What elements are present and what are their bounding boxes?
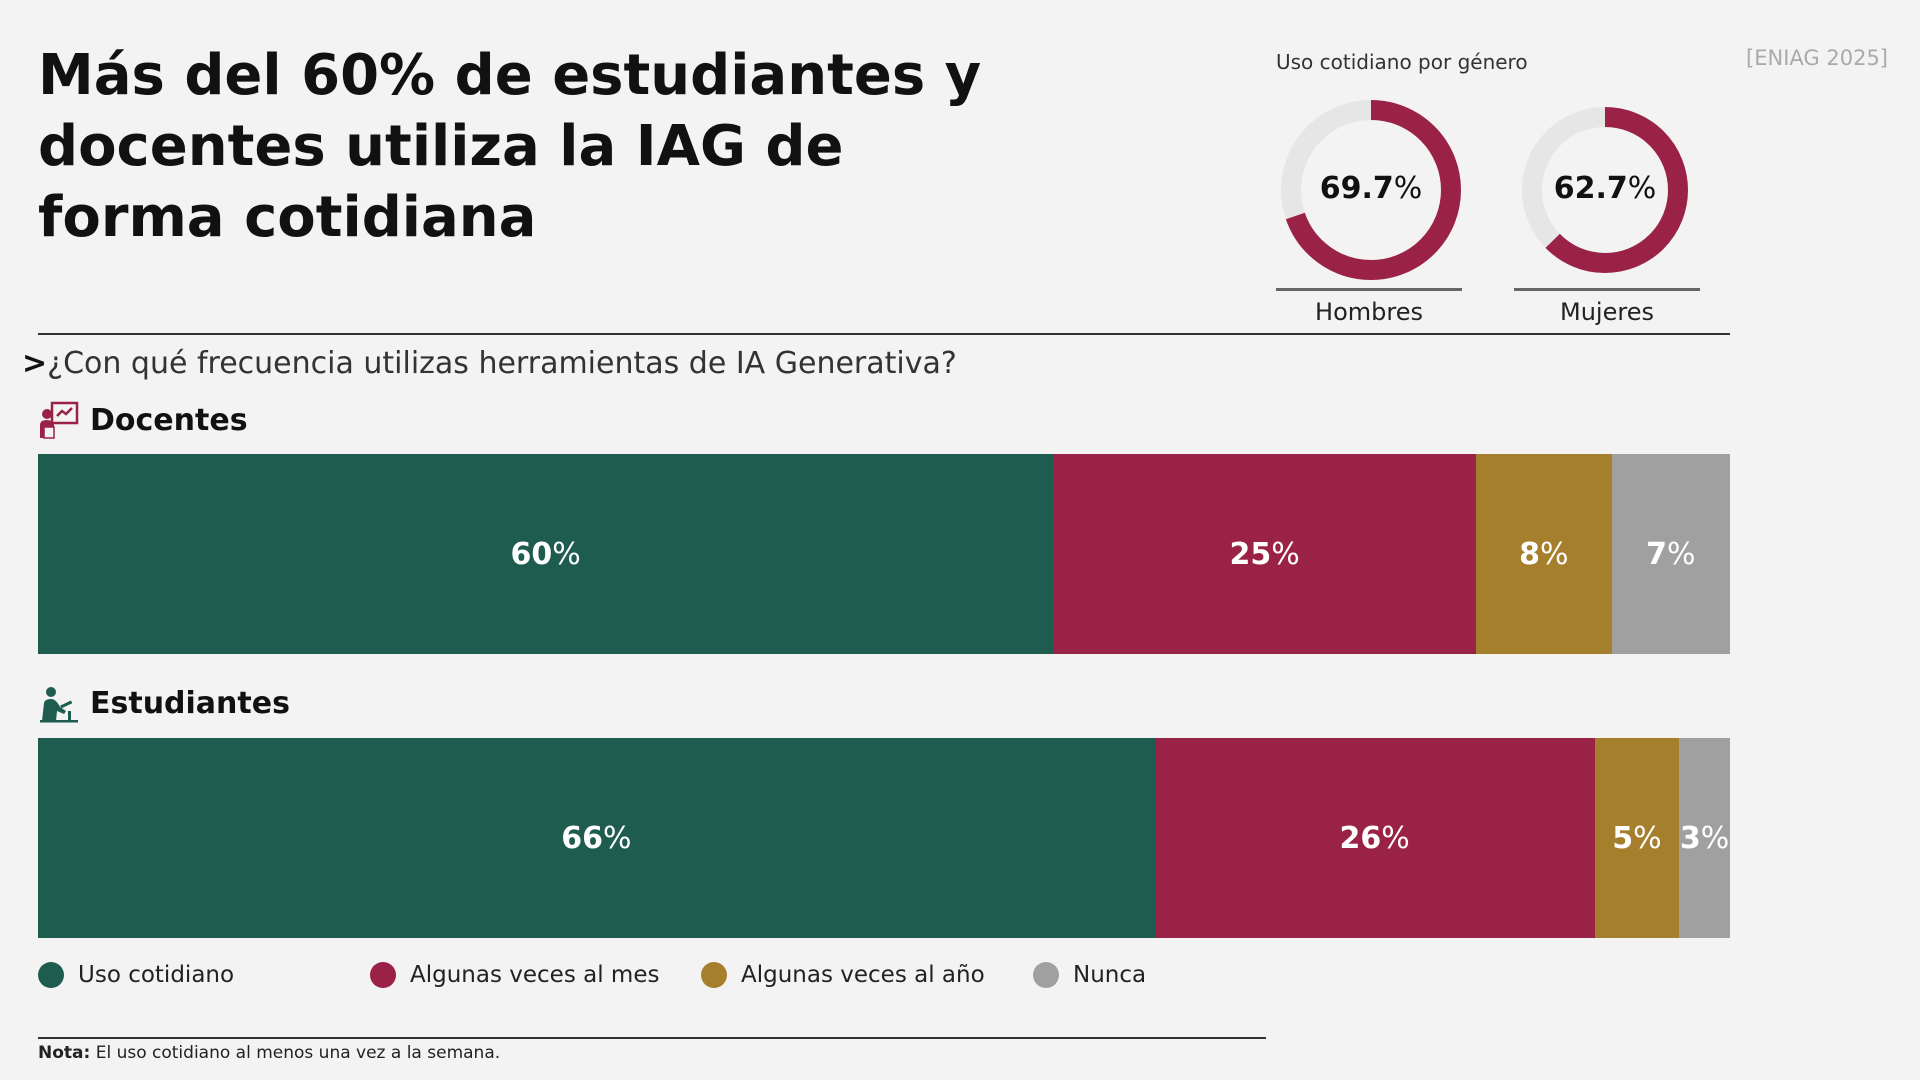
donut-hombres-label: Hombres (1315, 298, 1423, 326)
page-title: Más del 60% de estudiantes y docentes ut… (38, 43, 982, 250)
bar-value-label: 3% (1679, 820, 1730, 856)
donut-mujeres-chart (1522, 107, 1688, 273)
caret-icon: > (22, 346, 48, 381)
bar-value-label: 60% (510, 536, 581, 572)
donut-hombres-arc (1281, 100, 1461, 280)
bar-value-label: 5% (1612, 820, 1662, 856)
section-divider (38, 333, 1730, 335)
stacked-bar-estudiantes: 66% 26% 5% 3% (38, 738, 1730, 938)
donut-mujeres-value: 62.7% (1520, 171, 1690, 206)
legend-swatch (1033, 962, 1059, 988)
bar-value-label: 8% (1519, 536, 1569, 572)
donut-title: Uso cotidiano por género (1276, 50, 1528, 74)
legend-swatch (701, 962, 727, 988)
group-label-estudiantes: Estudiantes (90, 685, 290, 721)
legend-swatch (38, 962, 64, 988)
question-text: ¿Con qué frecuencia utilizas herramienta… (47, 346, 957, 381)
bar-value-label: 66% (561, 820, 632, 856)
percent-sign: % (1627, 171, 1657, 206)
student-icon (40, 687, 78, 723)
stacked-bar-docentes: 60% 25% 8% 7% (38, 454, 1730, 654)
legend-item-algunas-anio: Algunas veces al año (701, 962, 985, 988)
group-header-docentes: Docentes (38, 400, 248, 440)
teacher-icon (40, 401, 79, 439)
bar-segment-algunas-anio: 8% (1476, 454, 1612, 654)
donut-mujeres-number: 62.7 (1553, 171, 1628, 206)
bar-segment-algunas-mes: 26% (1154, 738, 1595, 938)
legend-label: Algunas veces al mes (410, 962, 660, 988)
legend-item-nunca: Nunca (1033, 962, 1146, 988)
source-label: [ENIAG 2025] (1746, 46, 1888, 70)
survey-question: >¿Con qué frecuencia utilizas herramient… (22, 346, 957, 381)
bar-segment-algunas-mes: 25% (1053, 454, 1477, 654)
donut-hombres-number: 69.7 (1319, 171, 1394, 206)
bar-segment-nunca: 3% (1679, 738, 1730, 938)
legend-label: Algunas veces al año (741, 962, 985, 988)
bar-value-label: 26% (1339, 820, 1410, 856)
donut-hombres-value: 69.7% (1276, 171, 1466, 206)
bar-segment-algunas-anio: 5% (1594, 738, 1680, 938)
donut-mujeres: 62.7% (1520, 105, 1690, 275)
legend-label: Nunca (1073, 962, 1147, 988)
donut-hombres-underline (1276, 288, 1462, 291)
bar-segment-nunca: 7% (1611, 454, 1730, 654)
legend-label: Uso cotidiano (78, 962, 235, 988)
note-text: El uso cotidiano al menos una vez a la s… (90, 1043, 501, 1063)
bar-value-label: 25% (1229, 536, 1300, 572)
donut-hombres-chart (1281, 100, 1461, 280)
legend-item-algunas-mes: Algunas veces al mes (370, 962, 659, 988)
donut-mujeres-label: Mujeres (1560, 298, 1654, 326)
donut-mujeres-arc (1522, 107, 1688, 273)
percent-sign: % (1393, 171, 1423, 206)
group-header-estudiantes: Estudiantes (38, 683, 290, 723)
group-label-docentes: Docentes (90, 402, 248, 438)
bar-segment-uso-cotidiano: 60% (38, 454, 1054, 654)
note-divider (38, 1037, 1266, 1039)
legend-swatch (370, 962, 396, 988)
legend-item-uso-cotidiano: Uso cotidiano (38, 962, 234, 988)
donut-hombres: 69.7% (1276, 95, 1466, 285)
footnote: Nota: El uso cotidiano al menos una vez … (38, 1043, 500, 1063)
note-label: Nota: (38, 1043, 91, 1063)
bar-value-label: 7% (1646, 536, 1696, 572)
bar-segment-uso-cotidiano: 66% (38, 738, 1155, 938)
donut-mujeres-underline (1514, 288, 1700, 291)
